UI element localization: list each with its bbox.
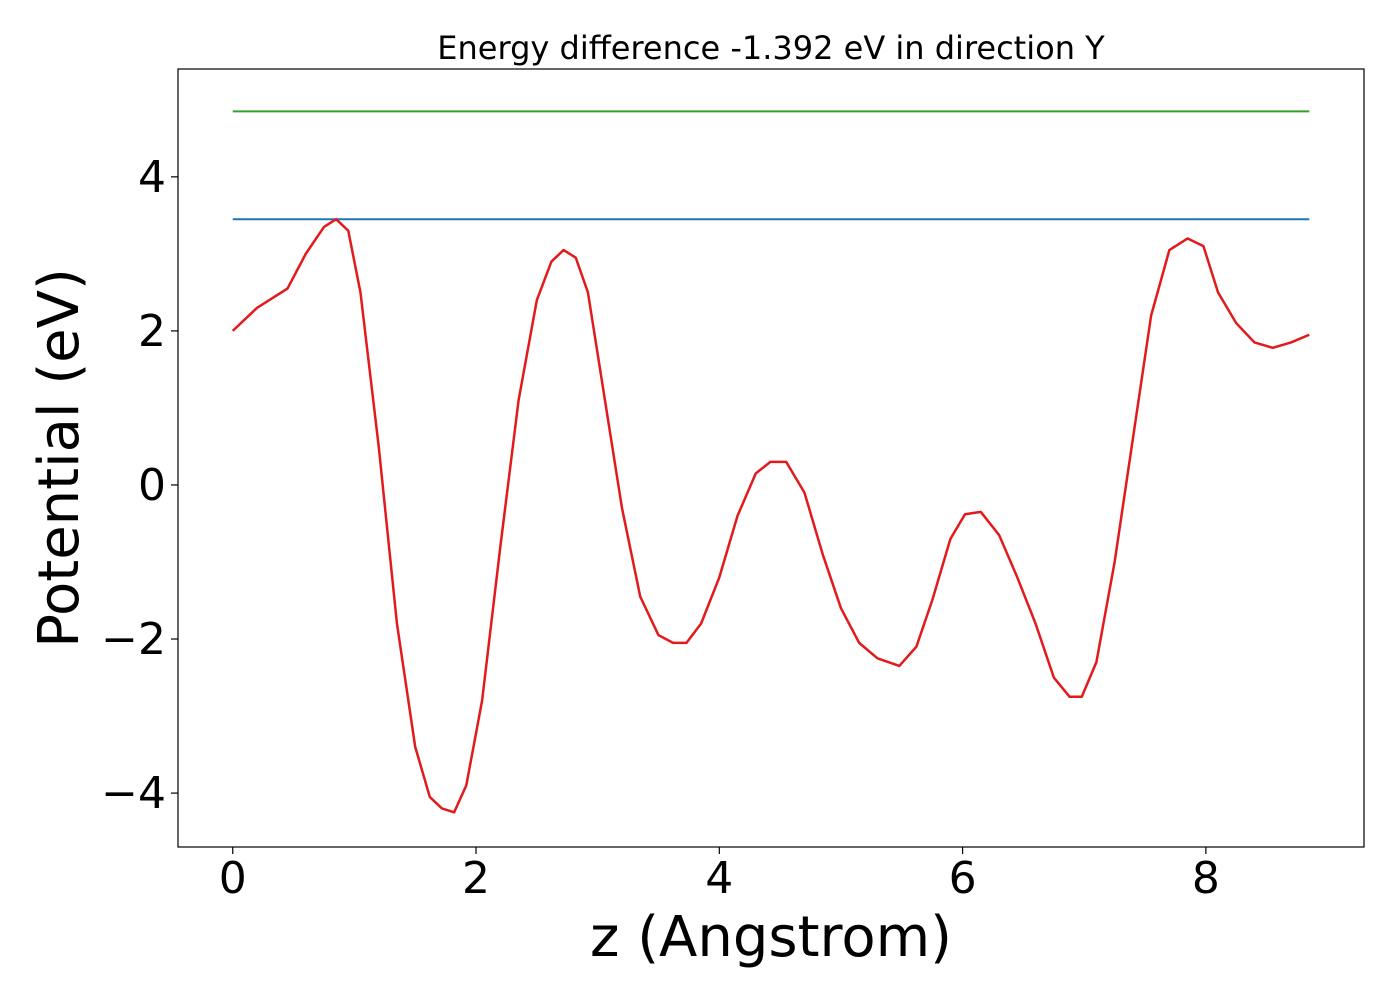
x-tick-label: 4 bbox=[705, 853, 733, 904]
x-tick-label: 2 bbox=[462, 853, 490, 904]
x-tick-label: 8 bbox=[1192, 853, 1220, 904]
chart-title: Energy difference -1.392 eV in direction… bbox=[437, 29, 1105, 67]
series-line-1 bbox=[231, 217, 1310, 814]
plot-frame bbox=[177, 68, 1365, 848]
y-tick-label: −4 bbox=[101, 768, 166, 819]
y-axis-ticks: −4 −2 0 2 4 bbox=[101, 152, 178, 819]
x-tick-label: 0 bbox=[219, 853, 247, 904]
y-tick-label: −2 bbox=[101, 614, 166, 665]
x-tick-label: 6 bbox=[949, 853, 977, 904]
series-layer bbox=[231, 110, 1310, 814]
y-tick-label: 2 bbox=[138, 306, 166, 357]
y-tick-label: 0 bbox=[138, 460, 166, 511]
x-axis-ticks: 0 2 4 6 8 bbox=[219, 847, 1220, 904]
x-axis-label: z (Angstrom) bbox=[590, 905, 952, 970]
y-tick-label: 4 bbox=[138, 152, 166, 203]
y-axis-label: Potential (eV) bbox=[27, 268, 92, 648]
